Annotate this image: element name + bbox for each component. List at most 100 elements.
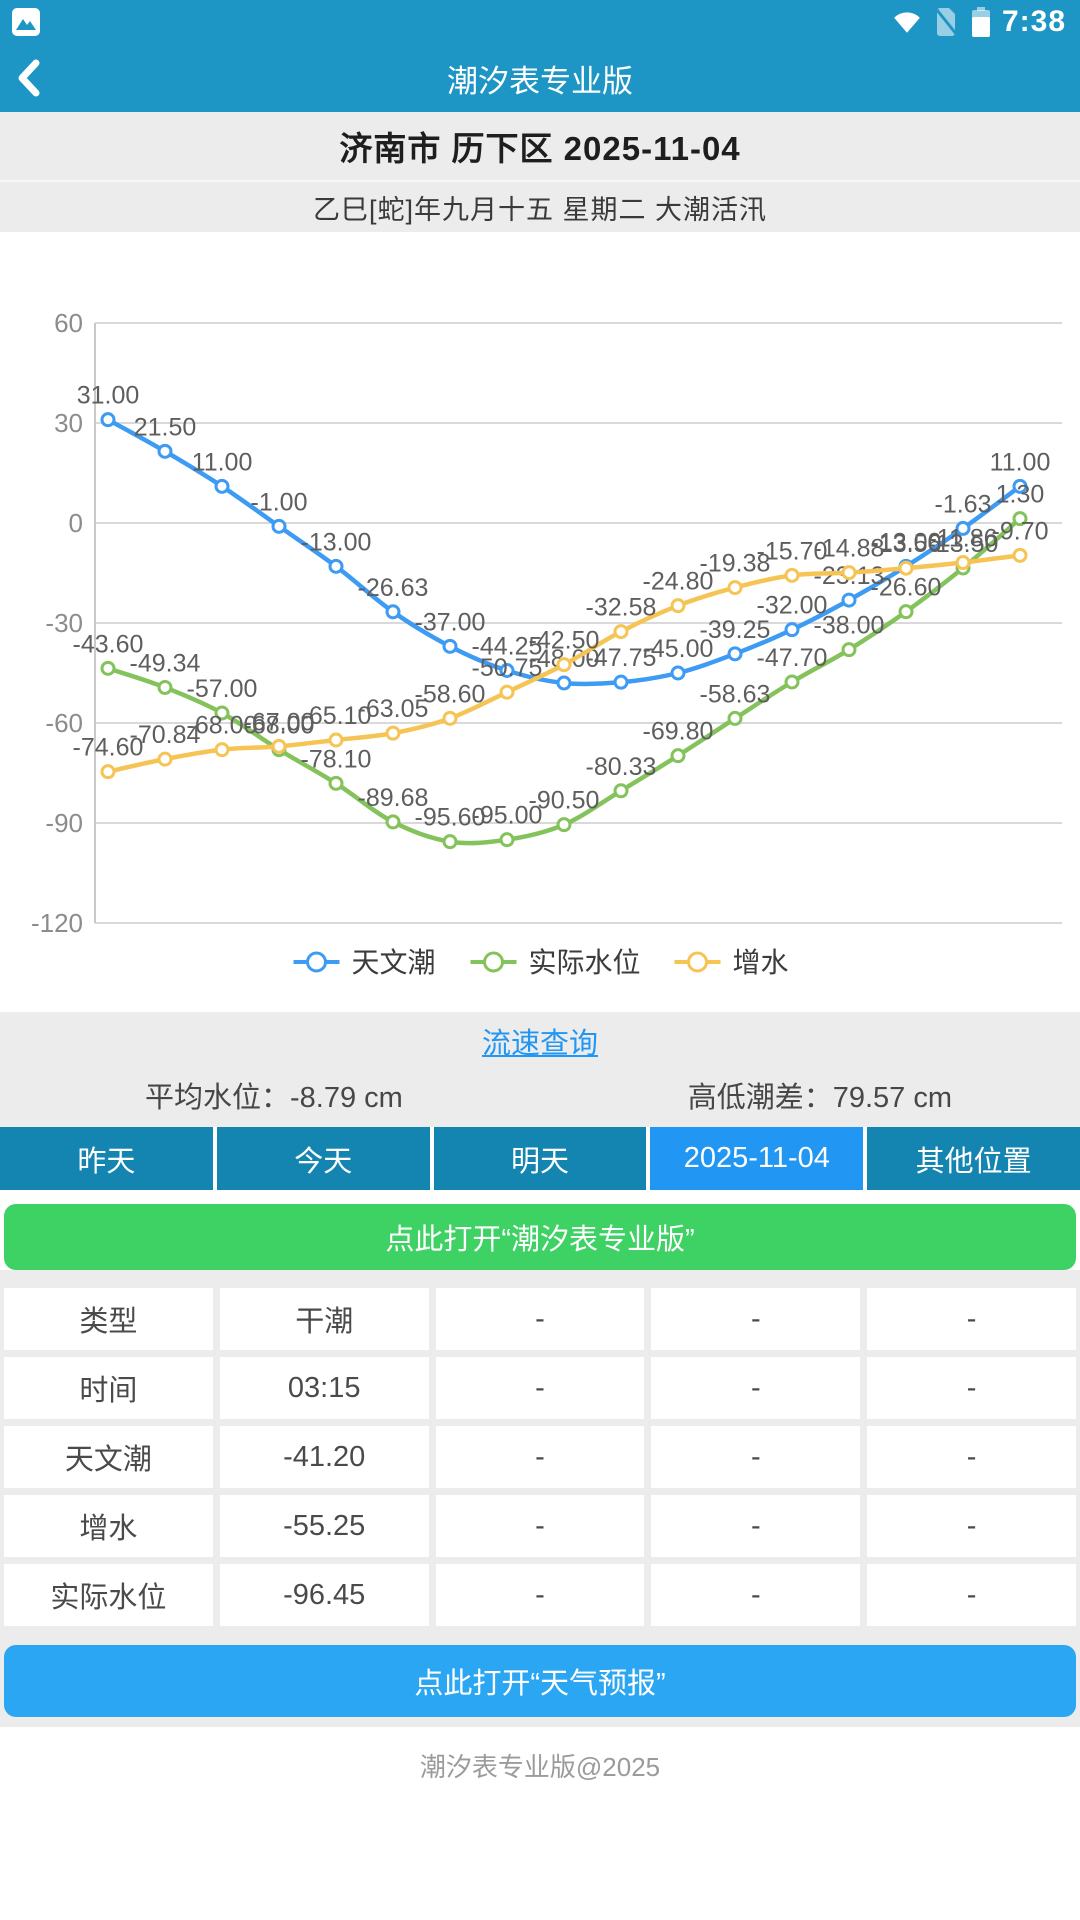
series-point-label: -57.00 bbox=[187, 675, 258, 703]
legend-item-天文潮[interactable]: 天文潮 bbox=[293, 947, 436, 978]
value-cell: - bbox=[435, 1288, 645, 1350]
open-weather-button[interactable]: 点此打开“天气预报” bbox=[4, 1645, 1076, 1717]
series-point-label: -24.80 bbox=[643, 568, 714, 596]
flow-rate-link[interactable]: 流速查询 bbox=[481, 1028, 598, 1060]
series-point-label: -38.00 bbox=[814, 612, 885, 640]
status-bar: 7:38 bbox=[0, 0, 1080, 44]
series-point-label: -63.05 bbox=[358, 695, 429, 723]
series-point bbox=[157, 679, 173, 695]
tide-chart[interactable]: 60 30 0 -30 -60 -90 -120 31.00 21.50 11.00 -1.00 -1… bbox=[0, 232, 1080, 1012]
series-point-label: -11.86 bbox=[928, 525, 997, 553]
series-point bbox=[955, 555, 971, 571]
series-point-label: -39.25 bbox=[700, 616, 771, 644]
series-point bbox=[613, 674, 629, 690]
value-cell: 干潮 bbox=[219, 1288, 429, 1350]
value-cell: - bbox=[867, 1288, 1076, 1350]
value-cell: -41.20 bbox=[219, 1426, 429, 1488]
series-point-label: -13.50 bbox=[928, 530, 999, 558]
series-point bbox=[328, 732, 344, 748]
value-cell: - bbox=[867, 1564, 1076, 1626]
series-point bbox=[898, 560, 914, 576]
open-tide-app-button[interactable]: 点此打开“潮汐表专业版” bbox=[4, 1204, 1076, 1270]
series-point bbox=[442, 638, 458, 654]
series-point bbox=[784, 567, 800, 583]
series-point-label: -78.10 bbox=[301, 745, 372, 773]
value-cell: -55.25 bbox=[219, 1495, 429, 1557]
legend-item-增水[interactable]: 增水 bbox=[674, 947, 789, 978]
series-point-label: -26.63 bbox=[358, 574, 429, 602]
y-axis-tick-label: -90 bbox=[45, 808, 83, 838]
value-cell: - bbox=[651, 1495, 861, 1557]
nav-button-2[interactable]: 明天 bbox=[433, 1127, 647, 1190]
nav-button-4[interactable]: 其他位置 bbox=[867, 1127, 1080, 1190]
series-point-label: -80.33 bbox=[586, 753, 657, 781]
series-point-label: -43.60 bbox=[73, 630, 144, 658]
status-time: 7:38 bbox=[1001, 5, 1066, 38]
value-cell: - bbox=[867, 1426, 1076, 1488]
tide-table-area: 类型 干潮 - - - 时间 03:15- - - 天文潮 -41.20- - - 增水 -55.25- - -… bbox=[0, 1270, 1080, 1727]
series-point bbox=[784, 674, 800, 690]
row-header-cell: 实际水位 bbox=[4, 1564, 213, 1626]
location-date-title: 济南市 历下区 2025-11-04 bbox=[339, 130, 741, 167]
series-point-label: -42.50 bbox=[529, 627, 600, 655]
series-point-label: -26.60 bbox=[871, 574, 942, 602]
series-point-label: -32.00 bbox=[757, 592, 828, 620]
tide-chart-svg[interactable]: 60 30 0 -30 -60 -90 -120 31.00 21.50 11.00 -1.00 -1… bbox=[0, 232, 1080, 1012]
series-point-label: -32.58 bbox=[586, 594, 657, 622]
nav-button-0[interactable]: 昨天 bbox=[0, 1127, 213, 1190]
series-point bbox=[1012, 511, 1028, 527]
legend-circle-glyph bbox=[483, 951, 504, 973]
series-point bbox=[727, 646, 743, 662]
tide-range: 高低潮差：79.57 cm bbox=[688, 1074, 952, 1116]
series-point-label: -68.00 bbox=[244, 712, 315, 740]
back-chevron-icon bbox=[18, 59, 40, 97]
series-point bbox=[670, 665, 686, 681]
series-point-label: -47.70 bbox=[757, 644, 828, 672]
series-point-label: 1.30 bbox=[996, 481, 1045, 509]
series-point-label: -68.00 bbox=[187, 712, 258, 740]
tide-range-label: 高低潮差： bbox=[687, 1082, 833, 1114]
series-point bbox=[157, 443, 173, 459]
series-point-label: -49.34 bbox=[130, 649, 201, 677]
series-point-label: -74.60 bbox=[73, 734, 144, 762]
legend-label: 增水 bbox=[733, 947, 789, 978]
series-point bbox=[271, 518, 287, 534]
table-row-3: 增水 -55.25- - - bbox=[0, 1495, 1080, 1557]
series-point-label: -89.68 bbox=[358, 784, 429, 812]
series-point-label: -45.00 bbox=[643, 635, 714, 663]
series-point-label: -14.88 bbox=[814, 535, 885, 563]
series-point bbox=[157, 751, 173, 767]
series-point bbox=[556, 657, 572, 673]
series-point bbox=[499, 684, 515, 700]
day-nav-row: 昨天 今天 明天 2025-11-04 其他位置 bbox=[0, 1127, 1080, 1190]
tide-table: 类型 干潮 - - - 时间 03:15- - - 天文潮 -41.20- - - 增水 -55.25- - -… bbox=[0, 1288, 1080, 1626]
nav-button-3[interactable]: 2025-11-04 bbox=[650, 1127, 864, 1190]
series-point bbox=[841, 592, 857, 608]
series-point bbox=[271, 738, 287, 754]
series-point bbox=[841, 565, 857, 581]
series-point bbox=[499, 832, 515, 848]
value-cell: - bbox=[435, 1357, 645, 1419]
tide-range-value: 79.57 cm bbox=[832, 1082, 952, 1114]
back-button[interactable] bbox=[14, 44, 74, 112]
series-point-label: -13.00 bbox=[871, 528, 942, 556]
legend-item-实际水位[interactable]: 实际水位 bbox=[470, 947, 641, 978]
average-water-level: 平均水位：-8.79 cm bbox=[145, 1074, 403, 1116]
y-axis-tick-label: 0 bbox=[69, 508, 83, 538]
series-point-label: -70.84 bbox=[130, 721, 201, 749]
series-point bbox=[841, 642, 857, 658]
series-point bbox=[1012, 478, 1028, 494]
value-cell: - bbox=[867, 1495, 1076, 1557]
average-water-level-value: -8.79 cm bbox=[290, 1082, 403, 1114]
series-point-label: -67.00 bbox=[244, 708, 315, 736]
legend-circle-glyph bbox=[306, 951, 327, 973]
value-cell: - bbox=[435, 1426, 645, 1488]
nav-button-1[interactable]: 今天 bbox=[216, 1127, 430, 1190]
footer-copyright: 潮汐表专业版@2025 bbox=[419, 1752, 661, 1782]
series-point bbox=[100, 412, 116, 428]
series-point bbox=[670, 748, 686, 764]
row-header-cell: 时间 bbox=[4, 1357, 213, 1419]
series-point bbox=[1012, 547, 1028, 563]
lunar-date-subtitle: 乙巳[蛇]年九月十五 星期二 大潮活汛 bbox=[0, 180, 1080, 232]
value-cell: - bbox=[651, 1564, 861, 1626]
